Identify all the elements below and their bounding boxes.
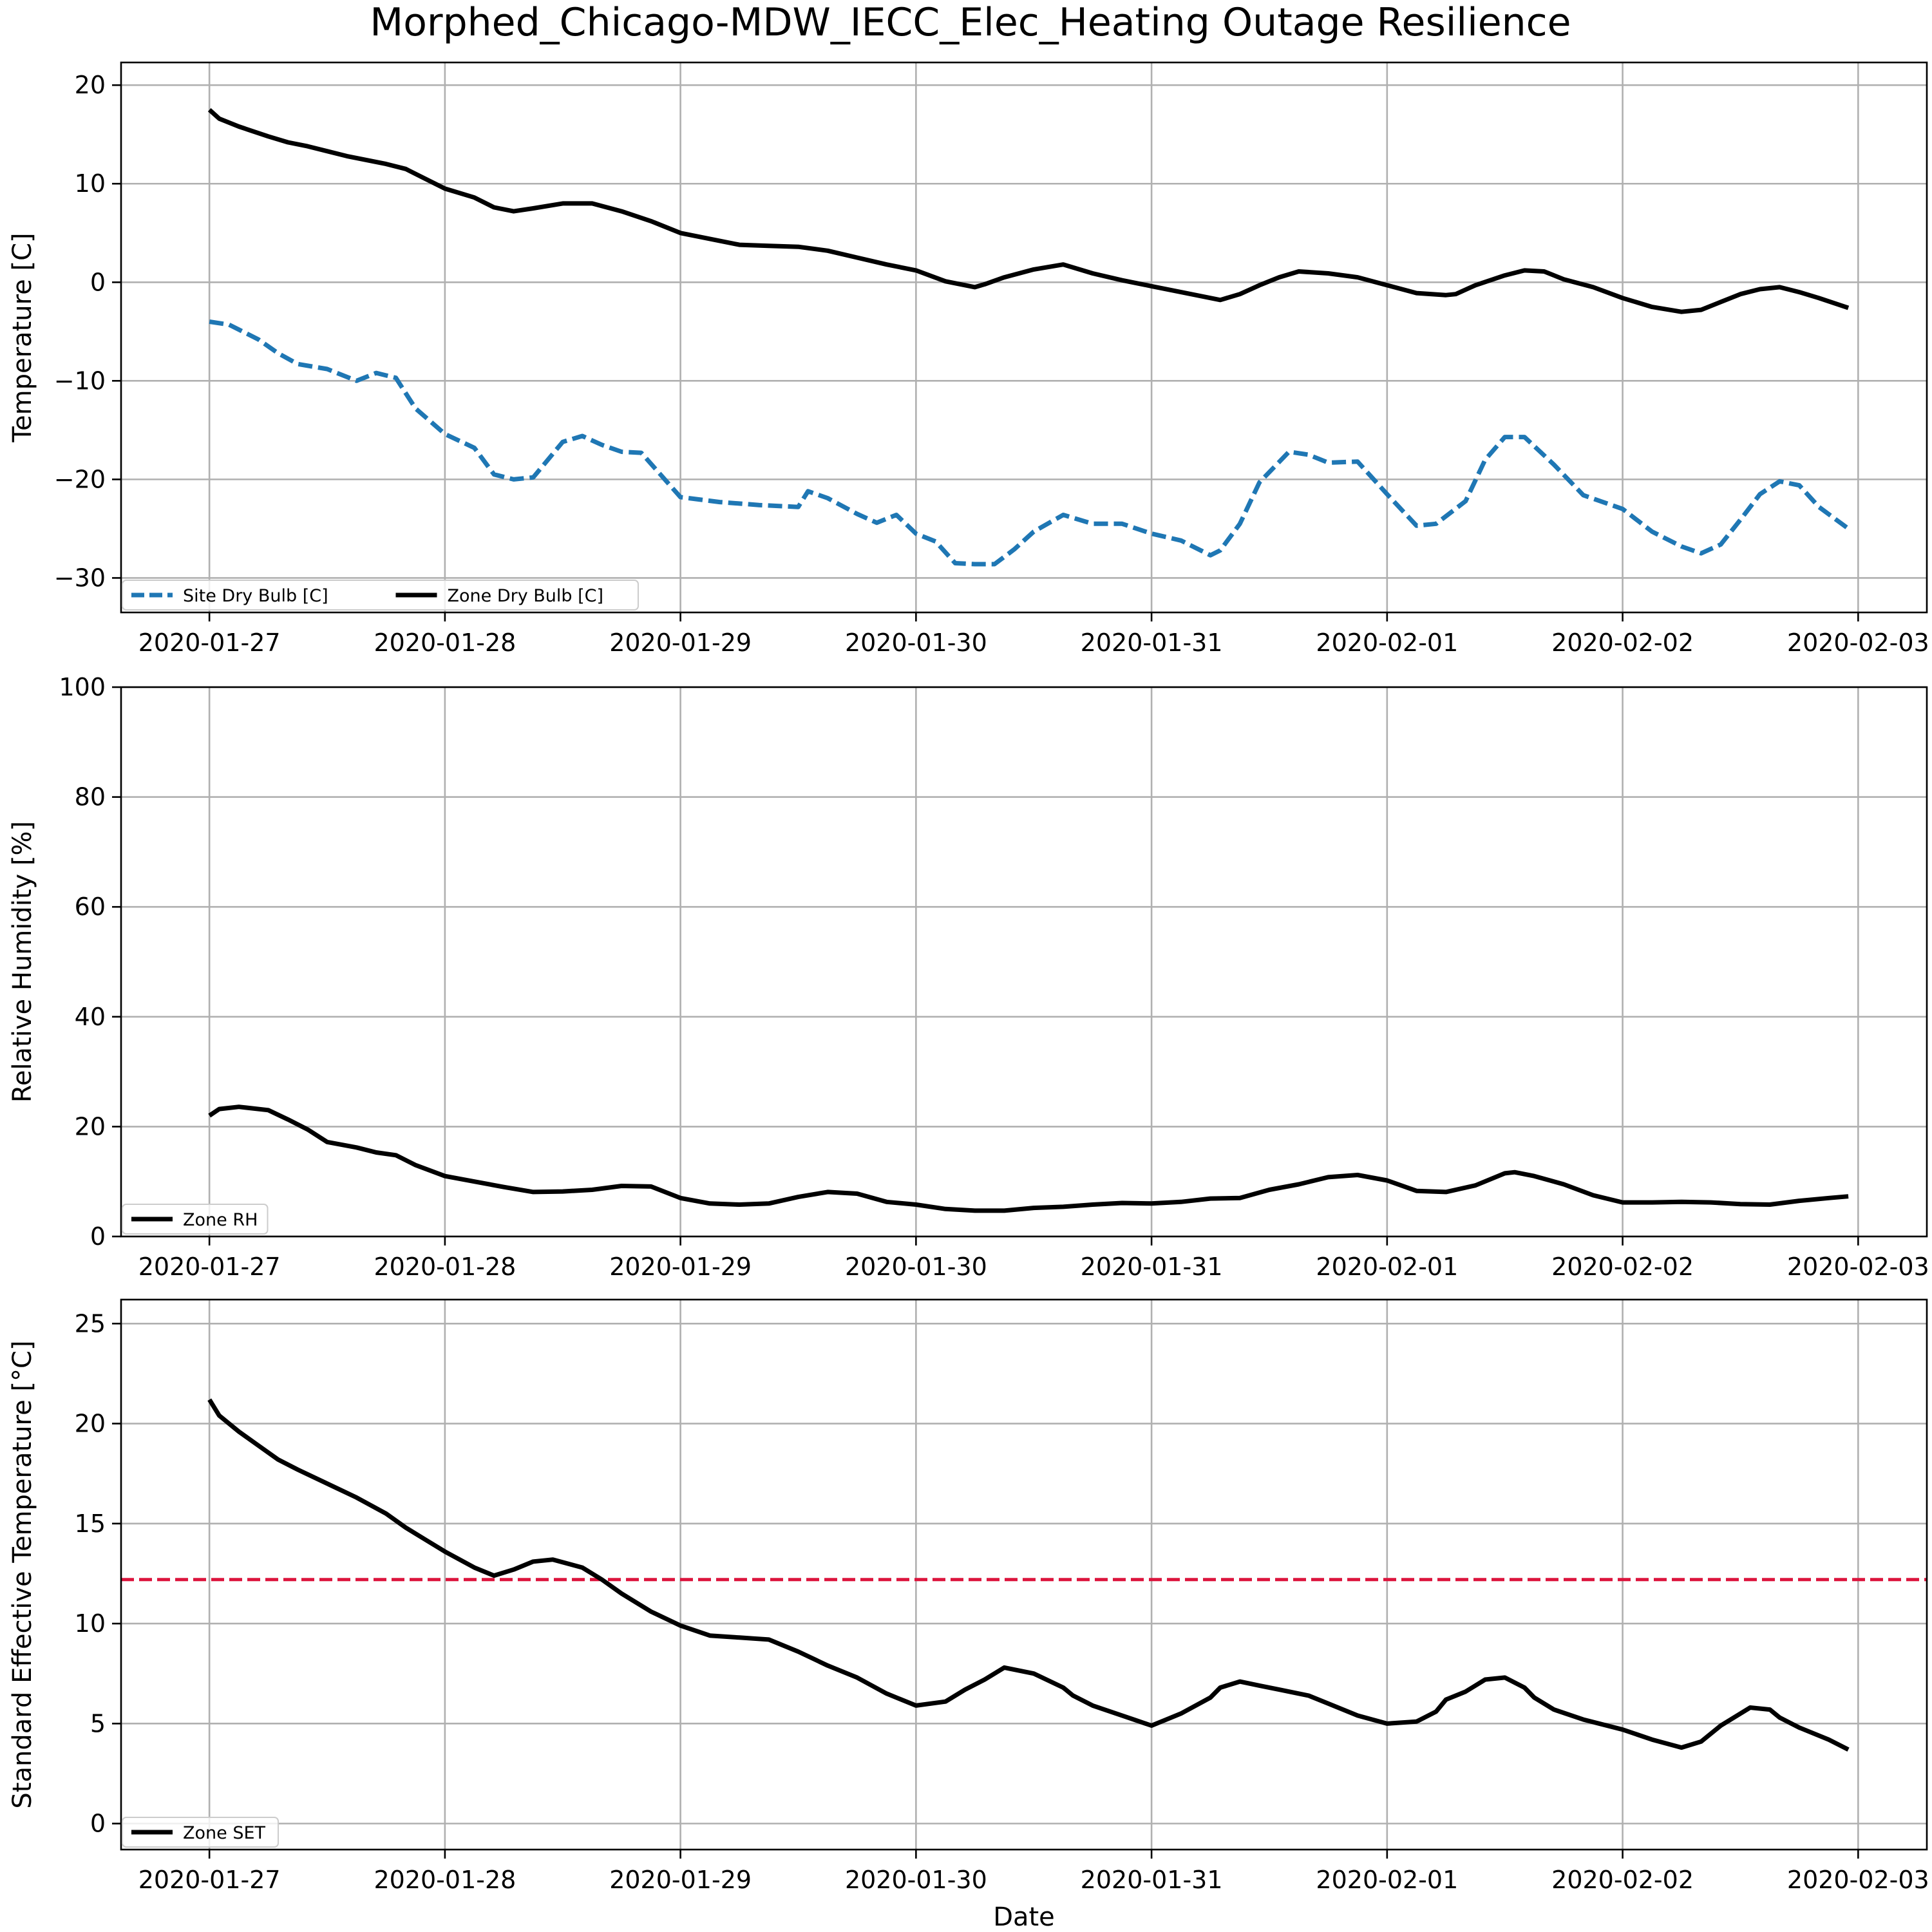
x-tick-label: 2020-02-02: [1551, 629, 1694, 657]
x-tick-label: 2020-01-29: [609, 1253, 752, 1281]
y-tick-label: 0: [90, 1810, 106, 1838]
tick-group: 0 5 10 15 20 25 2020-01-27 2020-01-28 2020-01-29…: [75, 1300, 1929, 1894]
y-tick-label: 5: [90, 1709, 106, 1738]
x-tick-label: 2020-01-27: [138, 1866, 281, 1894]
legend: Zone RH: [122, 1204, 269, 1235]
x-tick-label: 2020-01-27: [138, 629, 281, 657]
panel-1: 20 10 0 −10 −20 −30 2020-01-27 2020-01-28 2020-0…: [8, 61, 1929, 657]
legend-box: [122, 1204, 269, 1235]
x-tick-label: 2020-01-31: [1081, 629, 1223, 657]
x-tick-label: 2020-02-03: [1787, 629, 1929, 657]
axes-frame: [120, 686, 1928, 1238]
y-tick-label: 100: [59, 673, 106, 701]
x-tick-label: 2020-02-02: [1551, 1253, 1694, 1281]
x-tick-label: 2020-02-01: [1316, 1253, 1458, 1281]
x-tick-label: 2020-01-31: [1081, 1866, 1223, 1894]
y-tick-label: 15: [75, 1510, 106, 1538]
y-tick-label: 0: [90, 1222, 106, 1251]
x-tick-label: 2020-01-28: [374, 1866, 516, 1894]
tick-group: 20 10 0 −10 −20 −30 2020-01-27 2020-01-28 2020-0…: [54, 62, 1929, 657]
x-tick-label: 2020-01-30: [845, 1253, 987, 1281]
series-line-zone-set: [207, 1398, 1850, 1752]
x-tick-label: 2020-01-28: [374, 629, 516, 657]
x-tick-label: 2020-01-29: [609, 1866, 752, 1894]
panel-3: 0 5 10 15 20 25 2020-01-27 2020-01-28 2020-01-29…: [8, 1298, 1929, 1894]
legend-label: Zone SET: [183, 1823, 266, 1843]
series-line-site-dry-bulb-c: [209, 319, 1850, 567]
y-tick-label: 10: [75, 169, 106, 198]
y-tick-label: 40: [75, 1003, 106, 1031]
panel-2: 0 20 40 60 80 100 2020-01-27 2020-01-28 2020-01-…: [8, 673, 1929, 1281]
x-tick-label: 2020-01-31: [1081, 1253, 1223, 1281]
y-tick-label: 25: [75, 1309, 106, 1338]
legend-box: [122, 1817, 279, 1848]
axes-frame: [120, 1298, 1928, 1851]
legend-label: Site Dry Bulb [C]: [183, 586, 328, 606]
chart-title: Morphed_Chicago-MDW_IECC_Elec_Heating Ou…: [370, 0, 1571, 45]
y-tick-label: 20: [75, 71, 106, 99]
x-tick-label: 2020-02-03: [1787, 1866, 1929, 1894]
y-tick-label: 20: [75, 1410, 106, 1438]
legend-label: Zone Dry Bulb [C]: [448, 586, 604, 606]
y-tick-label: 80: [75, 783, 106, 811]
x-tick-label: 2020-02-01: [1316, 629, 1458, 657]
x-tick-label: 2020-01-28: [374, 1253, 516, 1281]
y-tick-label: 60: [75, 893, 106, 921]
x-tick-label: 2020-01-29: [609, 629, 752, 657]
x-tick-label: 2020-02-02: [1551, 1866, 1694, 1894]
series-line-zone-dry-bulb-c: [207, 108, 1850, 314]
y-axis-label: Temperature [C]: [8, 232, 37, 442]
y-axis-label: Standard Effective Temperature [°C]: [8, 1340, 37, 1808]
y-tick-label: 10: [75, 1609, 106, 1638]
legend: Site Dry Bulb [C] Zone Dry Bulb [C]: [122, 580, 639, 611]
x-tick-label: 2020-02-03: [1787, 1253, 1929, 1281]
y-tick-label: −20: [54, 465, 106, 493]
axes-frame: [120, 61, 1928, 614]
series-line-zone-rh: [208, 1104, 1849, 1213]
legend-box: [122, 580, 639, 611]
x-tick-label: 2020-01-27: [138, 1253, 281, 1281]
y-tick-label: −30: [54, 564, 106, 592]
legend: Zone SET: [122, 1817, 279, 1848]
y-axis-label: Relative Humidity [%]: [8, 821, 37, 1103]
x-tick-label: 2020-02-01: [1316, 1866, 1458, 1894]
x-tick-label: 2020-01-30: [845, 629, 987, 657]
y-tick-label: 20: [75, 1112, 106, 1141]
legend-label: Zone RH: [183, 1210, 258, 1230]
y-tick-label: −10: [54, 366, 106, 395]
y-tick-label: 0: [90, 268, 106, 296]
x-axis-label: Date: [993, 1902, 1055, 1932]
x-tick-label: 2020-01-30: [845, 1866, 987, 1894]
